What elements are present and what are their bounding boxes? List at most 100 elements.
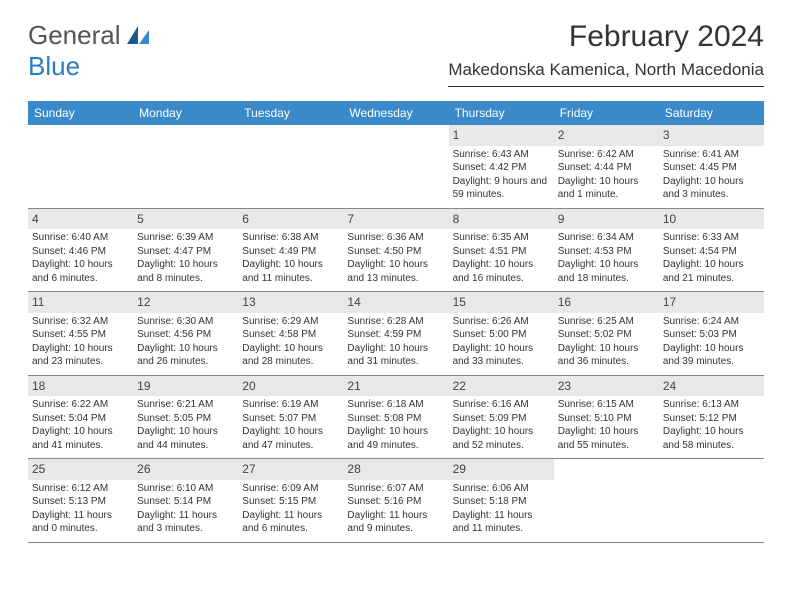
day-cell: 26Sunrise: 6:10 AMSunset: 5:14 PMDayligh… — [133, 459, 238, 542]
day-number-row: 12 — [133, 292, 238, 313]
daylight-text: Daylight: 10 hours and 11 minutes. — [242, 258, 339, 285]
day-number: 15 — [453, 295, 466, 309]
day-number-row: 15 — [449, 292, 554, 313]
daylight-text: Daylight: 10 hours and 44 minutes. — [137, 425, 234, 452]
sunrise-text: Sunrise: 6:38 AM — [242, 231, 339, 245]
day-header-thursday: Thursday — [449, 101, 554, 125]
daylight-text: Daylight: 11 hours and 0 minutes. — [32, 509, 129, 536]
day-number-row: 17 — [659, 292, 764, 313]
daylight-text: Daylight: 10 hours and 49 minutes. — [347, 425, 444, 452]
day-cell: 4Sunrise: 6:40 AMSunset: 4:46 PMDaylight… — [28, 209, 133, 292]
day-cell — [554, 459, 659, 542]
sunset-text: Sunset: 4:47 PM — [137, 245, 234, 259]
sunset-text: Sunset: 4:50 PM — [347, 245, 444, 259]
day-cell: 8Sunrise: 6:35 AMSunset: 4:51 PMDaylight… — [449, 209, 554, 292]
week-row: 25Sunrise: 6:12 AMSunset: 5:13 PMDayligh… — [28, 459, 764, 543]
day-header-tuesday: Tuesday — [238, 101, 343, 125]
day-cell: 23Sunrise: 6:15 AMSunset: 5:10 PMDayligh… — [554, 376, 659, 459]
day-info: Sunrise: 6:29 AMSunset: 4:58 PMDaylight:… — [242, 315, 339, 369]
day-cell: 3Sunrise: 6:41 AMSunset: 4:45 PMDaylight… — [659, 125, 764, 208]
daylight-text: Daylight: 10 hours and 23 minutes. — [32, 342, 129, 369]
day-cell: 2Sunrise: 6:42 AMSunset: 4:44 PMDaylight… — [554, 125, 659, 208]
day-info: Sunrise: 6:16 AMSunset: 5:09 PMDaylight:… — [453, 398, 550, 452]
sunset-text: Sunset: 5:02 PM — [558, 328, 655, 342]
daylight-text: Daylight: 10 hours and 26 minutes. — [137, 342, 234, 369]
daylight-text: Daylight: 10 hours and 3 minutes. — [663, 175, 760, 202]
day-number-row: 16 — [554, 292, 659, 313]
day-number: 19 — [137, 379, 150, 393]
sunset-text: Sunset: 5:04 PM — [32, 412, 129, 426]
logo-sail-icon — [127, 31, 149, 48]
day-cell: 5Sunrise: 6:39 AMSunset: 4:47 PMDaylight… — [133, 209, 238, 292]
day-number: 12 — [137, 295, 150, 309]
daylight-text: Daylight: 10 hours and 41 minutes. — [32, 425, 129, 452]
day-info: Sunrise: 6:42 AMSunset: 4:44 PMDaylight:… — [558, 148, 655, 202]
day-cell: 13Sunrise: 6:29 AMSunset: 4:58 PMDayligh… — [238, 292, 343, 375]
sunrise-text: Sunrise: 6:12 AM — [32, 482, 129, 496]
sunset-text: Sunset: 5:03 PM — [663, 328, 760, 342]
daylight-text: Daylight: 10 hours and 33 minutes. — [453, 342, 550, 369]
day-header-row: SundayMondayTuesdayWednesdayThursdayFrid… — [28, 101, 764, 125]
day-info: Sunrise: 6:18 AMSunset: 5:08 PMDaylight:… — [347, 398, 444, 452]
sunset-text: Sunset: 5:16 PM — [347, 495, 444, 509]
day-number: 8 — [453, 212, 460, 226]
sunrise-text: Sunrise: 6:21 AM — [137, 398, 234, 412]
day-number: 25 — [32, 462, 45, 476]
day-number: 20 — [242, 379, 255, 393]
day-cell: 9Sunrise: 6:34 AMSunset: 4:53 PMDaylight… — [554, 209, 659, 292]
day-number: 16 — [558, 295, 571, 309]
day-number-row: 10 — [659, 209, 764, 230]
sunrise-text: Sunrise: 6:25 AM — [558, 315, 655, 329]
day-number: 4 — [32, 212, 39, 226]
day-cell: 28Sunrise: 6:07 AMSunset: 5:16 PMDayligh… — [343, 459, 448, 542]
daylight-text: Daylight: 10 hours and 18 minutes. — [558, 258, 655, 285]
day-cell: 17Sunrise: 6:24 AMSunset: 5:03 PMDayligh… — [659, 292, 764, 375]
month-title: February 2024 — [448, 20, 764, 54]
sunrise-text: Sunrise: 6:15 AM — [558, 398, 655, 412]
day-number: 24 — [663, 379, 676, 393]
week-row: 4Sunrise: 6:40 AMSunset: 4:46 PMDaylight… — [28, 209, 764, 293]
day-number-row: 28 — [343, 459, 448, 480]
day-info: Sunrise: 6:07 AMSunset: 5:16 PMDaylight:… — [347, 482, 444, 536]
day-number: 6 — [242, 212, 249, 226]
sunrise-text: Sunrise: 6:30 AM — [137, 315, 234, 329]
sunset-text: Sunset: 4:44 PM — [558, 161, 655, 175]
sunset-text: Sunset: 5:15 PM — [242, 495, 339, 509]
daylight-text: Daylight: 10 hours and 21 minutes. — [663, 258, 760, 285]
day-number-row: 21 — [343, 376, 448, 397]
day-cell: 11Sunrise: 6:32 AMSunset: 4:55 PMDayligh… — [28, 292, 133, 375]
day-cell: 21Sunrise: 6:18 AMSunset: 5:08 PMDayligh… — [343, 376, 448, 459]
empty-day — [659, 459, 764, 477]
day-number-row: 27 — [238, 459, 343, 480]
day-number-row: 7 — [343, 209, 448, 230]
day-cell: 18Sunrise: 6:22 AMSunset: 5:04 PMDayligh… — [28, 376, 133, 459]
sunset-text: Sunset: 4:56 PM — [137, 328, 234, 342]
day-cell: 1Sunrise: 6:43 AMSunset: 4:42 PMDaylight… — [449, 125, 554, 208]
day-number-row: 18 — [28, 376, 133, 397]
day-cell — [133, 125, 238, 208]
day-cell: 20Sunrise: 6:19 AMSunset: 5:07 PMDayligh… — [238, 376, 343, 459]
day-info: Sunrise: 6:32 AMSunset: 4:55 PMDaylight:… — [32, 315, 129, 369]
day-info: Sunrise: 6:25 AMSunset: 5:02 PMDaylight:… — [558, 315, 655, 369]
sunrise-text: Sunrise: 6:07 AM — [347, 482, 444, 496]
day-number: 14 — [347, 295, 360, 309]
day-number-row: 19 — [133, 376, 238, 397]
day-number: 18 — [32, 379, 45, 393]
sunset-text: Sunset: 4:58 PM — [242, 328, 339, 342]
empty-day — [133, 125, 238, 143]
sunrise-text: Sunrise: 6:18 AM — [347, 398, 444, 412]
sunset-text: Sunset: 4:53 PM — [558, 245, 655, 259]
sunset-text: Sunset: 5:07 PM — [242, 412, 339, 426]
daylight-text: Daylight: 10 hours and 16 minutes. — [453, 258, 550, 285]
day-number-row: 13 — [238, 292, 343, 313]
daylight-text: Daylight: 10 hours and 58 minutes. — [663, 425, 760, 452]
day-info: Sunrise: 6:21 AMSunset: 5:05 PMDaylight:… — [137, 398, 234, 452]
day-header-monday: Monday — [133, 101, 238, 125]
day-cell: 14Sunrise: 6:28 AMSunset: 4:59 PMDayligh… — [343, 292, 448, 375]
day-number: 1 — [453, 128, 460, 142]
sunrise-text: Sunrise: 6:36 AM — [347, 231, 444, 245]
day-number-row: 24 — [659, 376, 764, 397]
sunset-text: Sunset: 4:49 PM — [242, 245, 339, 259]
day-number-row: 23 — [554, 376, 659, 397]
day-number-row: 2 — [554, 125, 659, 146]
